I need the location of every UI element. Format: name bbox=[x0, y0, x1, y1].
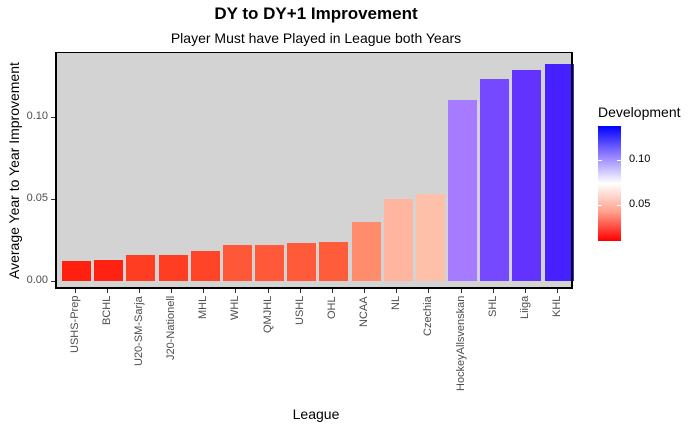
x-tick bbox=[493, 289, 494, 293]
y-tick-label: 0.05 bbox=[26, 192, 48, 204]
x-tick-label: WHL bbox=[229, 295, 242, 320]
bar-shl bbox=[480, 78, 510, 281]
legend-tick-mark bbox=[617, 205, 621, 206]
legend-title: Development bbox=[598, 104, 681, 120]
legend-tick-label: 0.10 bbox=[629, 153, 651, 165]
y-tick bbox=[51, 117, 55, 118]
x-tick bbox=[107, 289, 108, 293]
bar-u20-sm-sarja bbox=[126, 254, 156, 281]
chart-title: DY to DY+1 Improvement bbox=[214, 4, 418, 23]
x-tick-label: J20-Nationell bbox=[165, 295, 177, 360]
x-tick-label: BCHL bbox=[100, 295, 113, 325]
bar-hockeyallsvenskan bbox=[448, 100, 478, 281]
x-tick bbox=[364, 289, 365, 293]
bar-khl bbox=[544, 63, 574, 281]
bar-ohl bbox=[319, 241, 349, 281]
x-axis-title: League bbox=[292, 406, 340, 422]
x-tick-label: MHL bbox=[197, 295, 210, 319]
x-tick-label: HockeyAllsvenskan bbox=[454, 295, 467, 391]
legend-tick-mark bbox=[598, 205, 602, 206]
x-tick bbox=[268, 289, 269, 293]
x-tick-label: SHL bbox=[486, 295, 499, 317]
x-tick bbox=[332, 289, 333, 293]
x-tick bbox=[461, 289, 462, 293]
x-tick bbox=[428, 289, 429, 293]
x-tick-label: QMJHL bbox=[261, 295, 274, 333]
x-tick bbox=[235, 289, 236, 293]
bar-whl bbox=[222, 244, 252, 281]
x-tick bbox=[396, 289, 397, 293]
legend-tick-mark bbox=[617, 160, 621, 161]
bar-qmjhl bbox=[255, 244, 285, 281]
y-tick bbox=[51, 281, 55, 282]
y-tick bbox=[51, 199, 55, 200]
plot-panel bbox=[55, 52, 574, 289]
x-tick-label: Czechia bbox=[422, 296, 435, 336]
bar-ncaa bbox=[351, 221, 381, 281]
y-tick-label: 0.10 bbox=[26, 110, 48, 122]
x-tick-label: USHS-Prep bbox=[68, 295, 81, 353]
x-tick-label: Liiga bbox=[518, 295, 531, 319]
bar-czechia bbox=[415, 193, 445, 281]
chart-subtitle: Player Must have Played in League both Y… bbox=[170, 30, 462, 46]
legend-tick-mark bbox=[598, 160, 602, 161]
x-tick-label: NCAA bbox=[358, 296, 371, 327]
x-tick-label: U20-SM-Sarja bbox=[132, 296, 145, 366]
y-axis-title: Average Year to Year Improvement bbox=[6, 61, 22, 279]
legend-colorbar bbox=[598, 126, 621, 241]
bar-nl bbox=[383, 198, 413, 281]
bar-bchl bbox=[94, 259, 124, 281]
x-tick bbox=[171, 289, 172, 293]
x-tick bbox=[139, 289, 140, 293]
x-tick bbox=[300, 289, 301, 293]
x-tick-label: USHL bbox=[293, 295, 306, 325]
bar-ushl bbox=[287, 243, 317, 281]
x-tick-label: OHL bbox=[325, 296, 338, 319]
x-tick-label: NL bbox=[390, 295, 403, 310]
bar-ushs-prep bbox=[62, 261, 91, 281]
bar-mhl bbox=[190, 251, 220, 281]
x-tick bbox=[557, 289, 558, 293]
bar-liiga bbox=[512, 70, 542, 281]
x-tick bbox=[75, 289, 76, 293]
legend-tick-label: 0.05 bbox=[629, 198, 651, 210]
x-tick bbox=[525, 289, 526, 293]
x-tick-label: KHL bbox=[551, 295, 564, 317]
bar-j20-nationell bbox=[158, 254, 188, 281]
x-tick bbox=[203, 289, 204, 293]
y-tick-label: 0.00 bbox=[26, 274, 48, 286]
